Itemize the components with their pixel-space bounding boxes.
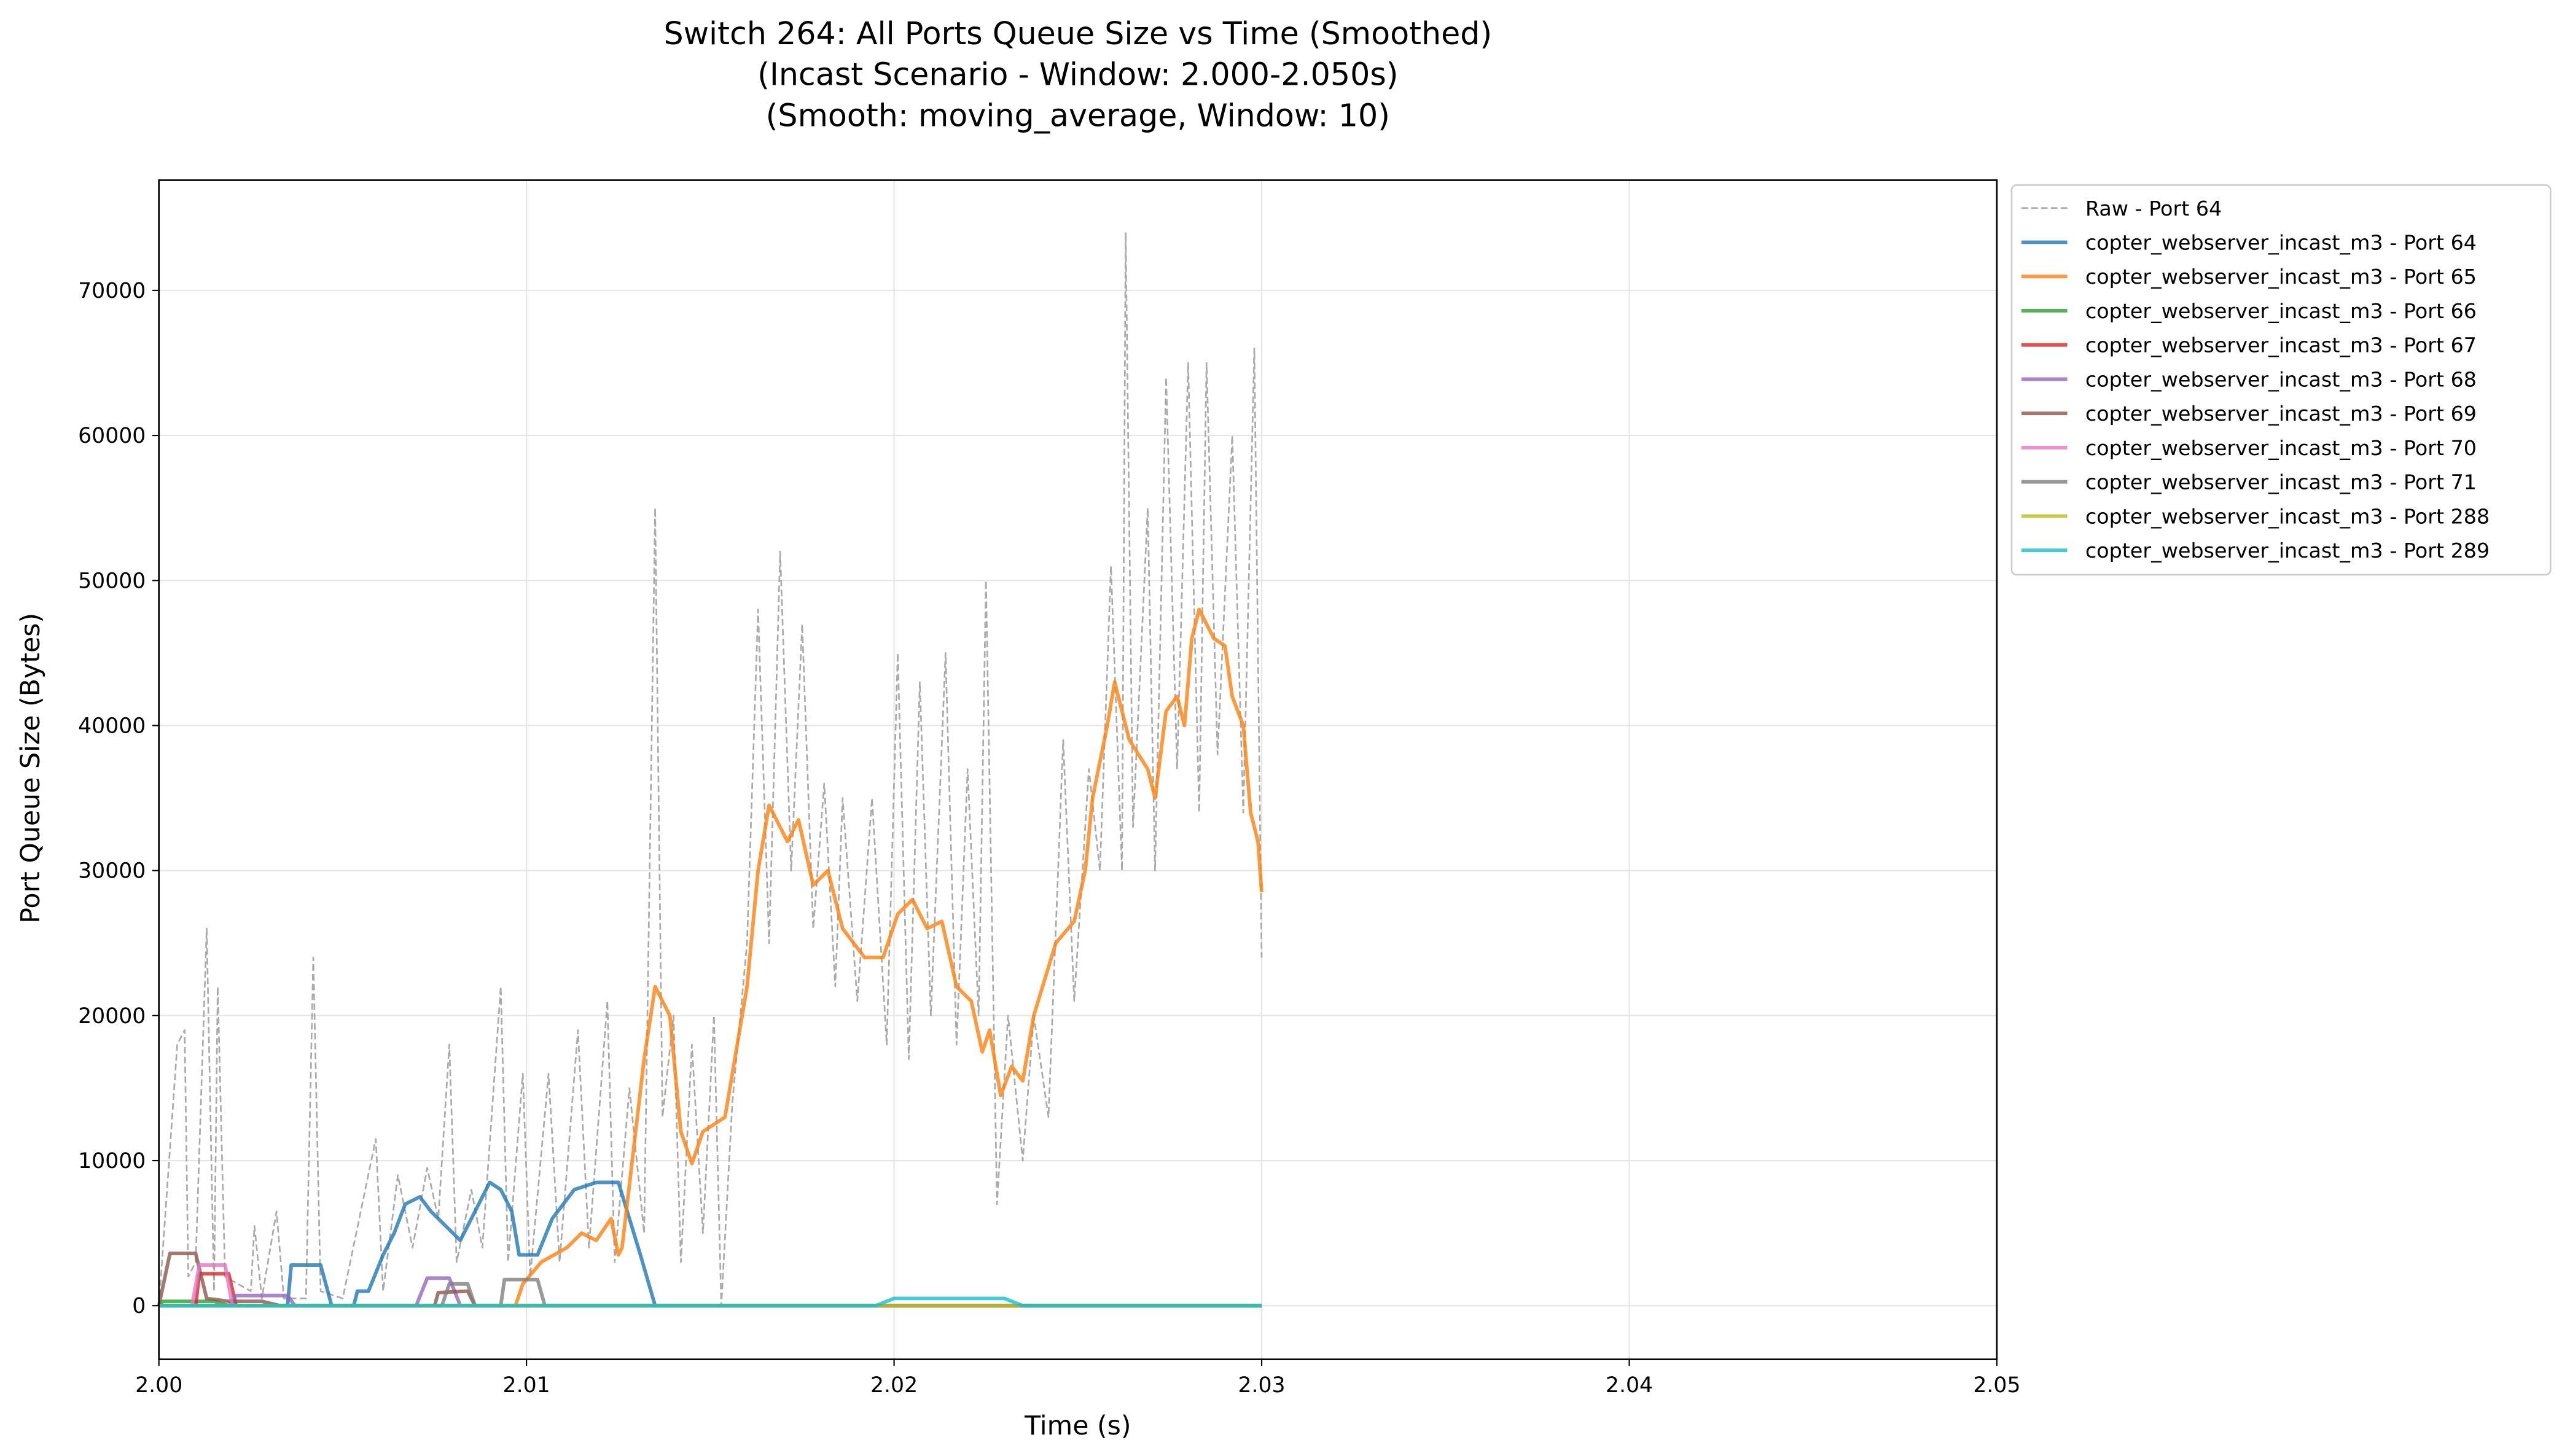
series-line [158,607,1263,1308]
legend-label: Raw - Port 64 [2085,197,2222,220]
y-tick-label: 30000 [78,859,146,884]
legend-label: copter_webserver_incast_m3 - Port 66 [2085,299,2477,323]
y-tick-label: 0 [132,1294,146,1318]
series-line [158,1296,1262,1308]
x-tick-label: 2.02 [870,1373,918,1398]
chart-subtitle: (Smooth: moving_average, Window: 10) [766,97,1390,133]
legend-label: copter_webserver_incast_m3 - Port 67 [2085,333,2477,357]
y-tick-label: 20000 [78,1004,146,1029]
plot-area [157,232,1263,1308]
legend-label: copter_webserver_incast_m3 - Port 70 [2085,436,2477,460]
legend-label: copter_webserver_incast_m3 - Port 71 [2085,470,2477,494]
x-tick-label: 2.01 [503,1373,550,1398]
series-line [157,1252,1262,1308]
legend-label: copter_webserver_incast_m3 - Port 64 [2085,231,2477,255]
legend-label: copter_webserver_incast_m3 - Port 289 [2085,539,2490,563]
legend-label: copter_webserver_incast_m3 - Port 69 [2085,402,2477,426]
legend-label: copter_webserver_incast_m3 - Port 288 [2085,504,2490,528]
chart-title: Switch 264: All Ports Queue Size vs Time… [663,15,1492,52]
x-axis-label: Time (s) [1024,1411,1131,1441]
legend-label: copter_webserver_incast_m3 - Port 65 [2085,265,2477,289]
y-tick-label: 70000 [78,279,146,303]
legend: Raw - Port 64 copter_webserver_incast_m3 … [2010,184,2552,576]
x-tick-label: 2.04 [1606,1373,1653,1398]
x-tick-label: 2.03 [1238,1373,1285,1398]
y-tick-label: 60000 [78,424,146,448]
y-tick-label: 10000 [78,1149,146,1174]
legend-label: copter_webserver_incast_m3 - Port 68 [2085,367,2477,391]
y-axis-label: Port Queue Size (Bytes) [15,613,46,924]
y-tick-label: 50000 [78,569,146,593]
legend-box [2010,184,2552,576]
plot-frame [158,179,1998,1360]
raw-line [158,232,1263,1307]
y-tick-label: 40000 [78,714,146,738]
x-tick-label: 2.00 [135,1373,182,1398]
x-tick-label: 2.05 [1973,1373,2020,1398]
axes: 2.00 2.01 2.02 2.03 2.04 2.05 0 10000 20000 30000… [78,279,2020,1398]
chart-subtitle: (Incast Scenario - Window: 2.000-2.050s) [757,56,1398,93]
